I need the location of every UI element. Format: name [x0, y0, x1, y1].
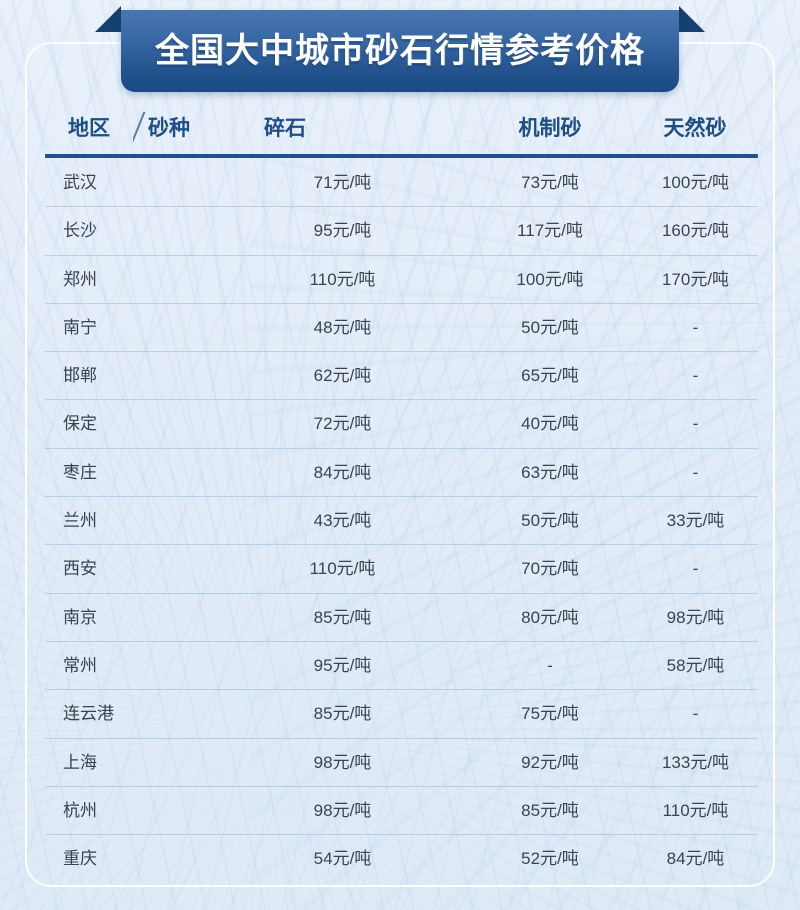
cell-natural-sand-price: -	[692, 317, 699, 337]
table-row: 西安 110元/吨 70元/吨 -	[45, 545, 758, 594]
table-row: 兰州 43元/吨 50元/吨 33元/吨	[45, 497, 758, 546]
cell-natural-sand-price: 98元/吨	[666, 607, 725, 627]
cell-machine-sand-price: 80元/吨	[521, 607, 579, 627]
header-natural-sand: 天然砂	[663, 117, 727, 140]
cell-machine-sand-price: 65元/吨	[521, 366, 579, 386]
cell-machine-sand-price: 100元/吨	[516, 269, 584, 289]
cell-crushed-stone-price: 48元/吨	[313, 317, 372, 337]
table-row: 郑州 110元/吨 100元/吨 170元/吨	[45, 256, 758, 304]
table-row: 上海 98元/吨 92元/吨 133元/吨	[45, 739, 758, 787]
cell-natural-sand-price: -	[692, 559, 699, 579]
cell-city: 重庆	[63, 849, 97, 869]
ribbon-body: 全国大中城市砂石行情参考价格	[121, 10, 679, 92]
price-table: 地区 砂种 碎石 机制砂 天然砂 武汉 71元/吨 73元/吨 100元/吨 长沙 95元…	[45, 108, 758, 868]
cell-crushed-stone-price: 98元/吨	[313, 752, 372, 772]
cell-machine-sand-price: 85元/吨	[521, 800, 579, 820]
cell-natural-sand-price: 33元/吨	[666, 511, 725, 531]
cell-machine-sand-price: 92元/吨	[521, 752, 579, 772]
cell-natural-sand-price: 170元/吨	[661, 269, 730, 289]
header-machine-sand: 机制砂	[518, 117, 582, 140]
table-row: 连云港 85元/吨 75元/吨 -	[45, 690, 758, 739]
cell-machine-sand-price: 117元/吨	[517, 221, 583, 241]
header-divider	[45, 154, 758, 158]
cell-crushed-stone-price: 71元/吨	[313, 173, 372, 192]
cell-natural-sand-price: -	[692, 414, 699, 434]
cell-crushed-stone-price: 85元/吨	[313, 607, 372, 627]
cell-natural-sand-price: -	[692, 462, 699, 482]
cell-machine-sand-price: -	[547, 655, 553, 675]
cell-city: 南宁	[63, 317, 97, 337]
cell-machine-sand-price: 52元/吨	[521, 849, 579, 869]
header-region-label: 地区	[68, 117, 110, 140]
cell-city: 枣庄	[63, 462, 97, 482]
cell-crushed-stone-price: 95元/吨	[313, 221, 372, 241]
cell-city: 邯郸	[63, 366, 97, 386]
cell-natural-sand-price: -	[692, 366, 699, 386]
cell-city: 常州	[63, 655, 97, 675]
table-row: 南宁 48元/吨 50元/吨 -	[45, 304, 758, 353]
cell-natural-sand-price: 133元/吨	[661, 752, 730, 772]
cell-city: 保定	[63, 414, 97, 434]
cell-city: 郑州	[63, 269, 97, 289]
cell-city: 杭州	[63, 800, 97, 820]
table-row: 长沙 95元/吨 117元/吨 160元/吨	[45, 207, 758, 256]
cell-crushed-stone-price: 85元/吨	[313, 704, 372, 724]
table-row: 南京 85元/吨 80元/吨 98元/吨	[45, 594, 758, 642]
cell-city: 连云港	[63, 704, 114, 724]
cell-crushed-stone-price: 54元/吨	[313, 849, 372, 869]
cell-crushed-stone-price: 98元/吨	[313, 800, 372, 820]
cell-machine-sand-price: 75元/吨	[521, 704, 579, 724]
cell-machine-sand-price: 63元/吨	[521, 462, 579, 482]
cell-natural-sand-price: 84元/吨	[666, 849, 725, 869]
cell-natural-sand-price: 58元/吨	[666, 655, 725, 675]
cell-city: 兰州	[63, 511, 97, 531]
cell-crushed-stone-price: 95元/吨	[313, 655, 372, 675]
cell-crushed-stone-price: 62元/吨	[313, 366, 372, 386]
cell-natural-sand-price: 100元/吨	[661, 173, 730, 192]
cell-machine-sand-price: 70元/吨	[521, 559, 579, 579]
page-title: 全国大中城市砂石行情参考价格	[155, 32, 645, 70]
title-ribbon: 全国大中城市砂石行情参考价格	[0, 6, 800, 94]
table-row: 枣庄 84元/吨 63元/吨 -	[45, 449, 758, 498]
cell-machine-sand-price: 40元/吨	[521, 414, 579, 434]
table-row: 武汉 71元/吨 73元/吨 100元/吨	[45, 159, 758, 208]
cell-natural-sand-price: 110元/吨	[662, 800, 729, 820]
cell-city: 长沙	[63, 221, 97, 241]
ribbon-fold-left-icon	[95, 6, 121, 32]
cell-city: 武汉	[63, 173, 97, 192]
cell-crushed-stone-price: 72元/吨	[313, 414, 372, 434]
cell-machine-sand-price: 50元/吨	[521, 511, 579, 531]
cell-city: 南京	[63, 607, 97, 627]
ribbon-fold-right-icon	[679, 6, 705, 32]
cell-machine-sand-price: 50元/吨	[521, 317, 579, 337]
cell-natural-sand-price: -	[692, 704, 699, 724]
cell-crushed-stone-price: 43元/吨	[313, 511, 372, 531]
cell-natural-sand-price: 160元/吨	[661, 221, 730, 241]
cell-machine-sand-price: 73元/吨	[521, 173, 579, 192]
table-body: 武汉 71元/吨 73元/吨 100元/吨 长沙 95元/吨 117元/吨 160元/吨 郑州 1…	[45, 159, 758, 882]
cell-crushed-stone-price: 110元/吨	[309, 269, 376, 289]
table-row: 常州 95元/吨 - 58元/吨	[45, 642, 758, 691]
header-crushed-stone: 碎石	[264, 117, 306, 140]
cell-city: 上海	[63, 752, 97, 772]
cell-city: 西安	[63, 559, 97, 579]
table-row: 重庆 54元/吨 52元/吨 84元/吨	[45, 835, 758, 882]
table-row: 邯郸 62元/吨 65元/吨 -	[45, 352, 758, 401]
cell-crushed-stone-price: 84元/吨	[313, 462, 372, 482]
table-header-row: 地区 砂种 碎石 机制砂 天然砂	[45, 108, 758, 154]
table-row: 保定 72元/吨 40元/吨 -	[45, 400, 758, 449]
cell-crushed-stone-price: 110元/吨	[309, 559, 376, 579]
header-sandtype-label: 砂种	[148, 117, 190, 140]
table-row: 杭州 98元/吨 85元/吨 110元/吨	[45, 787, 758, 836]
